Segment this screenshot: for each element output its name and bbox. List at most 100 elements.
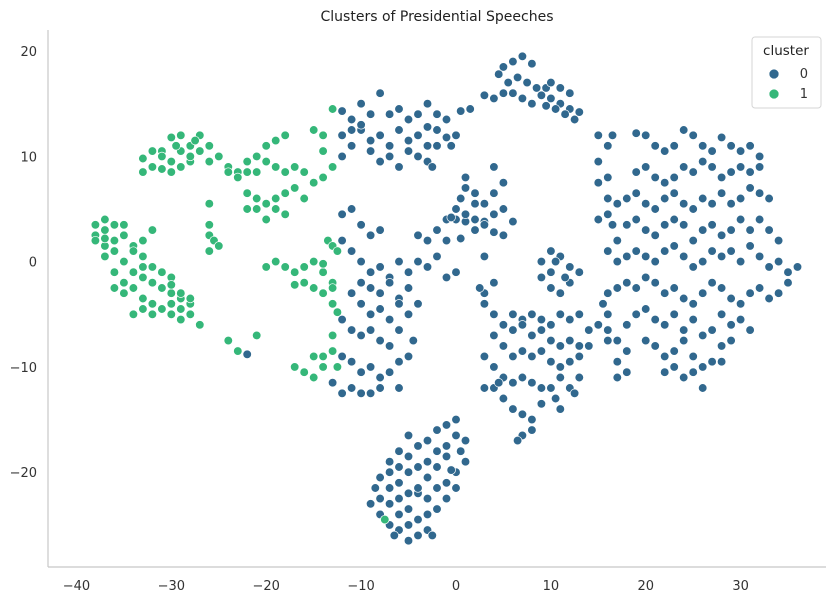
data-point-cluster-0 [688, 351, 698, 362]
data-point-cluster-0 [698, 141, 708, 151]
data-point-cluster-1 [157, 283, 167, 293]
data-point-cluster-1 [100, 233, 110, 244]
data-point-cluster-1 [299, 167, 309, 177]
data-point-cluster-0 [365, 146, 376, 156]
data-point-cluster-0 [460, 183, 471, 193]
legend-marker-cluster-1 [768, 88, 780, 100]
data-point-cluster-1 [109, 220, 120, 230]
data-point-cluster-1 [138, 262, 148, 272]
data-point-cluster-0 [764, 293, 774, 304]
data-point-cluster-0 [698, 256, 708, 267]
data-point-cluster-0 [432, 141, 442, 151]
data-point-cluster-0 [593, 178, 603, 188]
data-point-cluster-0 [764, 262, 774, 272]
data-point-cluster-0 [413, 256, 423, 267]
data-point-cluster-0 [716, 230, 727, 240]
data-point-cluster-0 [593, 130, 603, 140]
data-point-cluster-1 [195, 146, 205, 156]
data-point-cluster-0 [612, 235, 622, 246]
data-point-cluster-0 [441, 493, 452, 504]
data-point-cluster-1 [176, 314, 186, 325]
data-point-cluster-0 [536, 346, 547, 356]
data-point-cluster-0 [764, 193, 774, 204]
data-point-cluster-0 [650, 172, 660, 183]
data-point-cluster-0 [707, 325, 717, 335]
data-point-cluster-0 [479, 199, 490, 209]
data-point-cluster-0 [512, 72, 523, 83]
data-point-cluster-0 [394, 325, 404, 335]
data-point-cluster-1 [223, 167, 233, 177]
data-point-cluster-0 [669, 214, 679, 225]
data-point-cluster-0 [546, 320, 556, 330]
data-point-cluster-1 [176, 288, 186, 298]
data-point-cluster-0 [527, 425, 537, 435]
data-point-cluster-0 [698, 288, 708, 298]
data-point-cluster-0 [669, 346, 679, 356]
data-point-cluster-1 [109, 235, 120, 246]
data-point-cluster-0 [370, 483, 380, 493]
data-point-cluster-0 [422, 435, 433, 446]
data-point-cluster-1 [309, 256, 319, 267]
data-point-cluster-1 [233, 346, 243, 356]
data-point-cluster-0 [622, 346, 632, 356]
data-point-cluster-0 [432, 125, 442, 135]
data-point-cluster-0 [593, 320, 603, 330]
data-point-cluster-1 [327, 346, 338, 356]
data-point-cluster-0 [337, 235, 347, 246]
data-point-cluster-0 [413, 130, 423, 140]
data-point-cluster-0 [598, 299, 608, 309]
x-tick-label: −10 [347, 579, 374, 594]
data-point-cluster-0 [607, 220, 618, 230]
data-point-cluster-0 [536, 325, 547, 335]
data-point-cluster-0 [679, 325, 689, 335]
data-point-cluster-0 [688, 314, 698, 325]
data-point-cluster-0 [754, 214, 765, 225]
data-point-cluster-0 [783, 278, 793, 288]
data-point-cluster-0 [394, 493, 404, 504]
data-point-cluster-1 [157, 164, 167, 174]
data-point-cluster-1 [290, 362, 300, 372]
data-point-cluster-0 [593, 156, 603, 167]
data-point-cluster-0 [413, 514, 423, 525]
data-point-cluster-0 [422, 262, 433, 272]
data-point-cluster-0 [441, 441, 452, 451]
data-point-cluster-0 [403, 488, 414, 498]
data-point-cluster-1 [166, 299, 176, 309]
data-point-cluster-0 [422, 122, 433, 132]
data-point-cluster-0 [555, 404, 565, 414]
data-point-cluster-1 [119, 230, 129, 240]
data-point-cluster-0 [508, 351, 518, 362]
data-point-cluster-0 [622, 320, 632, 330]
data-point-cluster-0 [527, 378, 537, 388]
data-point-cluster-1 [119, 256, 129, 267]
data-point-cluster-0 [650, 141, 660, 151]
data-point-cluster-0 [612, 357, 622, 367]
data-point-cluster-0 [641, 199, 651, 209]
data-point-cluster-0 [679, 293, 689, 304]
data-point-cluster-0 [346, 125, 357, 135]
data-point-cluster-0 [679, 251, 689, 262]
data-point-cluster-1 [309, 283, 319, 293]
data-point-cluster-0 [432, 446, 442, 456]
data-point-cluster-0 [365, 325, 376, 335]
legend-label-cluster-1: 1 [800, 87, 808, 102]
data-point-cluster-0 [773, 256, 784, 267]
data-point-cluster-0 [451, 267, 461, 277]
data-point-cluster-1 [309, 178, 319, 188]
data-point-cluster-1 [299, 262, 309, 272]
data-point-cluster-0 [498, 178, 509, 188]
data-point-cluster-0 [456, 446, 466, 456]
data-point-cluster-0 [569, 388, 580, 398]
data-point-cluster-0 [498, 393, 509, 404]
data-point-cluster-0 [456, 106, 466, 116]
data-point-cluster-0 [498, 88, 509, 98]
data-point-cluster-0 [754, 283, 765, 293]
data-point-cluster-0 [735, 193, 746, 204]
data-point-cluster-0 [669, 362, 679, 372]
data-point-cluster-1 [271, 135, 281, 146]
data-point-cluster-0 [631, 246, 641, 256]
data-point-cluster-0 [441, 132, 452, 143]
data-point-cluster-0 [489, 362, 499, 372]
data-point-cluster-0 [384, 151, 395, 162]
